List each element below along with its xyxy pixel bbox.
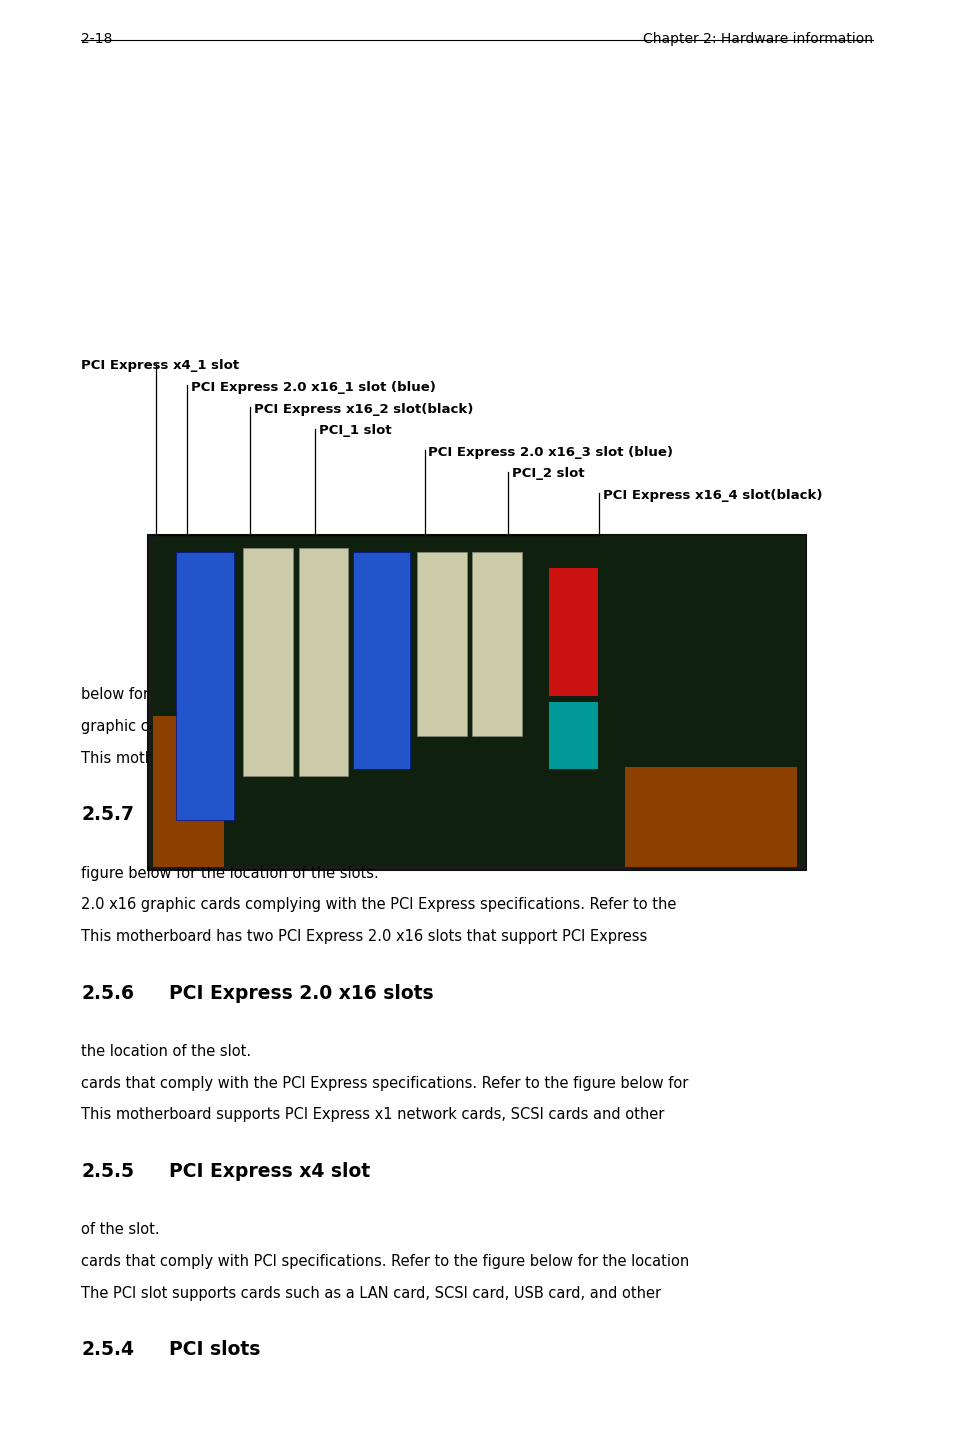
- Bar: [548, 703, 598, 769]
- Text: PCI Express x16_2 slot(black): PCI Express x16_2 slot(black): [253, 403, 473, 416]
- Text: PCI Express x16 slots: PCI Express x16 slots: [169, 805, 394, 824]
- Bar: [298, 548, 348, 777]
- Text: cards that comply with the PCI Express specifications. Refer to the figure below: cards that comply with the PCI Express s…: [81, 1076, 688, 1090]
- Text: This motherboard has two PCI Express 2.0 x16 slots that support PCI Express: This motherboard has two PCI Express 2.0…: [81, 929, 647, 943]
- Text: PCI Express 2.0 x16_3 slot (blue): PCI Express 2.0 x16_3 slot (blue): [428, 446, 673, 459]
- Bar: [176, 552, 233, 820]
- Bar: [353, 552, 410, 769]
- Text: PCI Express 2.0 x16 slots: PCI Express 2.0 x16 slots: [169, 984, 433, 1002]
- Text: This motherboard has two PCI Express x16 slots that support PCI Express x16: This motherboard has two PCI Express x16…: [81, 751, 650, 765]
- Bar: [624, 766, 796, 867]
- Text: PCI_1 slot: PCI_1 slot: [318, 424, 391, 437]
- Text: 2.0 x16 graphic cards complying with the PCI Express specifications. Refer to th: 2.0 x16 graphic cards complying with the…: [81, 897, 676, 912]
- Text: PCI Express x4_1 slot: PCI Express x4_1 slot: [81, 360, 239, 372]
- Text: PCI slots: PCI slots: [169, 1340, 260, 1359]
- Text: 2-18: 2-18: [81, 32, 112, 46]
- Text: figure below for the location of the slots.: figure below for the location of the slo…: [81, 866, 378, 880]
- Bar: [472, 552, 521, 736]
- Text: below for the location of the slots.: below for the location of the slots.: [81, 687, 332, 702]
- Bar: [148, 535, 805, 870]
- Text: PCI Express 2.0 x16_1 slot (blue): PCI Express 2.0 x16_1 slot (blue): [191, 381, 436, 394]
- Text: 2.5.6: 2.5.6: [81, 984, 134, 1002]
- Bar: [152, 716, 224, 867]
- Bar: [548, 568, 598, 696]
- Text: PCI Express x4 slot: PCI Express x4 slot: [169, 1162, 370, 1181]
- Text: 2.5.7: 2.5.7: [81, 805, 134, 824]
- Text: 2.5.5: 2.5.5: [81, 1162, 134, 1181]
- Text: PCI Express x16_4 slot(black): PCI Express x16_4 slot(black): [602, 489, 821, 502]
- Text: The PCI slot supports cards such as a LAN card, SCSI card, USB card, and other: The PCI slot supports cards such as a LA…: [81, 1286, 660, 1300]
- Bar: [151, 536, 802, 866]
- Text: PCI_2 slot: PCI_2 slot: [512, 467, 584, 480]
- Text: This motherboard supports PCI Express x1 network cards, SCSI cards and other: This motherboard supports PCI Express x1…: [81, 1107, 664, 1122]
- Text: graphic cards complying with the PCI Express specifications. Refer to the figure: graphic cards complying with the PCI Exp…: [81, 719, 663, 733]
- Text: of the slot.: of the slot.: [81, 1222, 159, 1237]
- Text: the location of the slot.: the location of the slot.: [81, 1044, 251, 1058]
- Bar: [243, 548, 293, 777]
- Text: 2.5.4: 2.5.4: [81, 1340, 134, 1359]
- Text: Chapter 2: Hardware information: Chapter 2: Hardware information: [642, 32, 872, 46]
- Text: cards that comply with PCI specifications. Refer to the figure below for the loc: cards that comply with PCI specification…: [81, 1254, 689, 1268]
- Bar: [416, 552, 466, 736]
